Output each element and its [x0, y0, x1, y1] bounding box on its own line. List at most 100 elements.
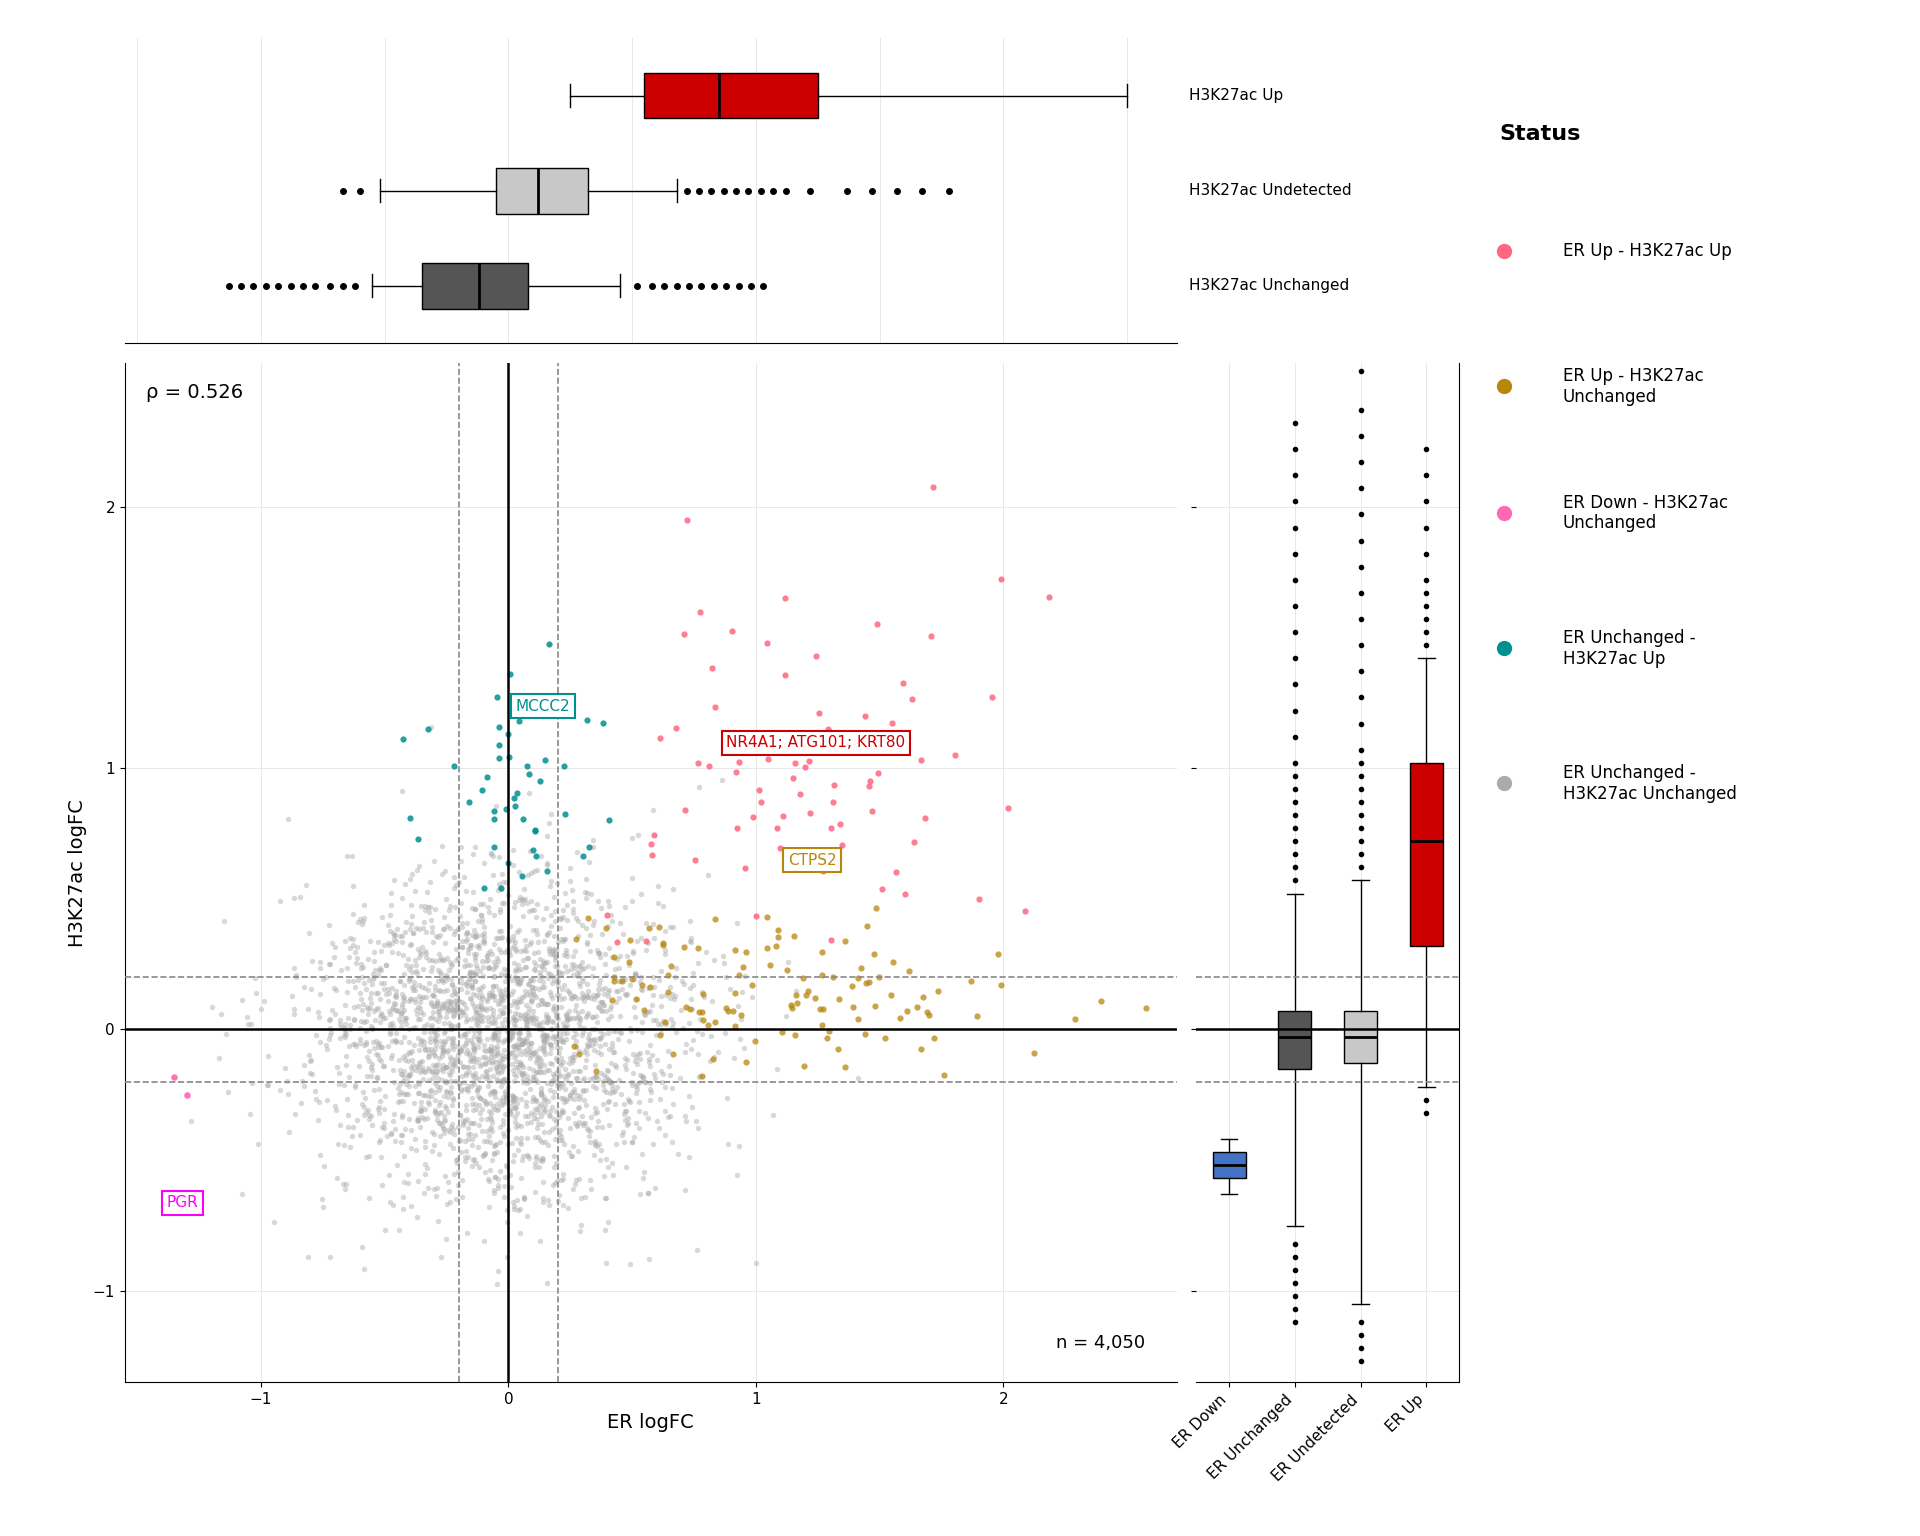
- Point: [490, 957, 520, 982]
- Point: [461, 1097, 492, 1121]
- Point: [438, 975, 468, 1000]
- Point: [503, 952, 534, 977]
- Point: [684, 951, 714, 975]
- Point: [511, 1041, 541, 1066]
- Point: [434, 1060, 465, 1084]
- Point: [447, 914, 478, 938]
- Point: [445, 1038, 476, 1063]
- Point: [413, 1058, 444, 1083]
- Point: [259, 1210, 290, 1235]
- Point: [630, 1071, 660, 1095]
- Point: [605, 1020, 636, 1044]
- Point: [643, 874, 674, 899]
- Point: [543, 969, 574, 994]
- Point: [540, 994, 570, 1018]
- Point: [693, 862, 724, 886]
- Point: [515, 1146, 545, 1170]
- Point: [442, 1146, 472, 1170]
- Point: [399, 1091, 430, 1115]
- Point: [478, 1134, 509, 1158]
- Point: [536, 874, 566, 899]
- Point: [659, 986, 689, 1011]
- Point: [480, 1017, 511, 1041]
- Point: [392, 1069, 422, 1094]
- Point: [470, 943, 501, 968]
- Point: [674, 928, 705, 952]
- Point: [549, 942, 580, 966]
- Point: [501, 957, 532, 982]
- Point: [436, 989, 467, 1014]
- Point: [515, 839, 545, 863]
- Point: [580, 1097, 611, 1121]
- Point: [516, 1006, 547, 1031]
- Point: [751, 905, 781, 929]
- Point: [584, 989, 614, 1014]
- Point: [538, 997, 568, 1021]
- Point: [762, 816, 793, 840]
- Point: [499, 929, 530, 954]
- Point: [472, 1167, 503, 1192]
- Point: [321, 977, 351, 1001]
- Point: [499, 991, 530, 1015]
- Point: [367, 971, 397, 995]
- Point: [396, 1117, 426, 1141]
- Point: [361, 980, 392, 1005]
- Point: [468, 1160, 499, 1184]
- Point: [313, 1026, 344, 1051]
- Point: [576, 1005, 607, 1029]
- Point: [296, 1049, 326, 1074]
- Point: [440, 1014, 470, 1038]
- Point: [451, 1221, 482, 1246]
- Point: [376, 882, 407, 906]
- Point: [601, 978, 632, 1003]
- Point: [493, 963, 524, 988]
- Point: [478, 1049, 509, 1074]
- Point: [319, 1001, 349, 1026]
- Point: [743, 777, 774, 802]
- Point: [551, 1008, 582, 1032]
- Point: [417, 954, 447, 978]
- Point: [785, 782, 816, 806]
- Point: [540, 1046, 570, 1071]
- Point: [492, 871, 522, 895]
- Point: [413, 977, 444, 1001]
- Point: [411, 1129, 442, 1154]
- Point: [586, 1061, 616, 1086]
- Point: [559, 1077, 589, 1101]
- Point: [324, 1114, 355, 1138]
- Point: [353, 986, 384, 1011]
- Point: [593, 1006, 624, 1031]
- Point: [507, 1032, 538, 1057]
- Point: [451, 1031, 482, 1055]
- Point: [564, 1087, 595, 1112]
- Point: [451, 879, 482, 903]
- Point: [816, 928, 847, 952]
- Point: [670, 1040, 701, 1064]
- Point: [380, 983, 411, 1008]
- Point: [497, 1023, 528, 1048]
- Point: [528, 957, 559, 982]
- Point: [428, 1038, 459, 1063]
- Point: [547, 1051, 578, 1075]
- Point: [286, 1069, 317, 1094]
- Point: [626, 977, 657, 1001]
- Point: [492, 958, 522, 983]
- Point: [409, 1014, 440, 1038]
- Point: [630, 1000, 660, 1025]
- Point: [467, 1064, 497, 1089]
- Point: [806, 940, 837, 965]
- Point: [357, 1029, 388, 1054]
- Point: [497, 1020, 528, 1044]
- Point: [422, 958, 453, 983]
- Point: [486, 1043, 516, 1068]
- Point: [478, 1063, 509, 1087]
- Point: [388, 727, 419, 751]
- Point: [526, 1077, 557, 1101]
- Point: [482, 1068, 513, 1092]
- Point: [584, 945, 614, 969]
- Point: [564, 1038, 595, 1063]
- Point: [634, 931, 664, 955]
- Point: [451, 1009, 482, 1034]
- Point: [490, 1166, 520, 1190]
- Point: [977, 685, 1008, 710]
